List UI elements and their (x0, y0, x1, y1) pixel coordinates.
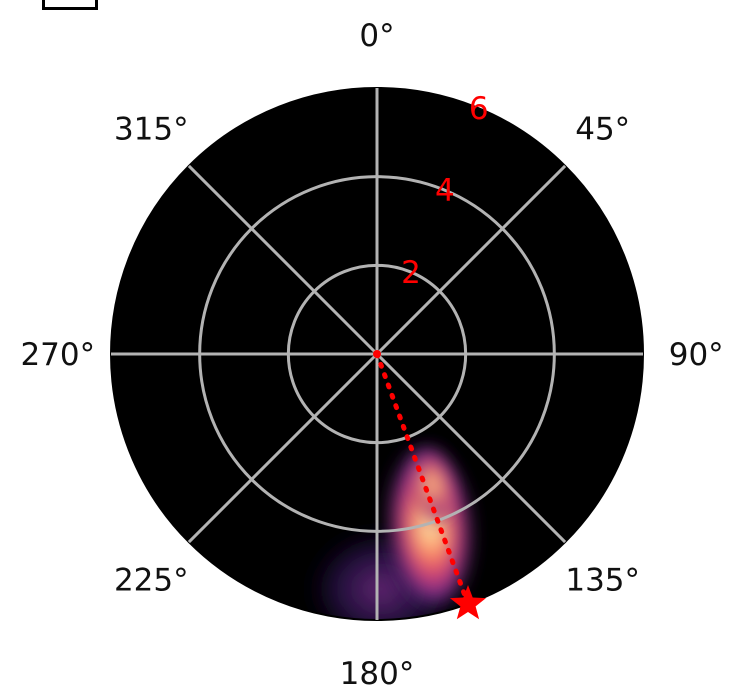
angle-tick-label-270: 270° (20, 337, 95, 373)
angle-tick-label-315: 315° (114, 111, 189, 147)
angular-gridline-135 (375, 352, 567, 544)
angular-gridline-45 (375, 164, 567, 356)
angle-tick-label-180: 180° (340, 656, 415, 689)
angle-tick-label-90: 90° (669, 337, 724, 373)
corner-box-decoration (42, 0, 98, 10)
radial-tick-label-4: 4 (435, 173, 455, 209)
star-marker (449, 585, 486, 620)
marker-layer (373, 350, 486, 620)
angular-gridline-315 (187, 164, 379, 356)
axis-labels: 0° 45° 90° 135° 180° 225° 270° 315° 2 4 6 (20, 18, 724, 692)
density-peak (411, 447, 454, 522)
angular-gridline-225 (187, 352, 379, 544)
origin-dot (373, 350, 381, 358)
marker-dotted-line (374, 351, 471, 607)
angle-tick-label-225: 225° (114, 563, 189, 599)
angle-tick-label-135: 135° (565, 563, 640, 599)
radial-tick-label-2: 2 (401, 255, 421, 291)
angle-tick-label-0: 0° (359, 18, 394, 54)
radial-tick-label-6: 6 (469, 91, 489, 127)
angle-tick-label-45: 45° (575, 111, 630, 147)
polar-grid (110, 87, 644, 621)
